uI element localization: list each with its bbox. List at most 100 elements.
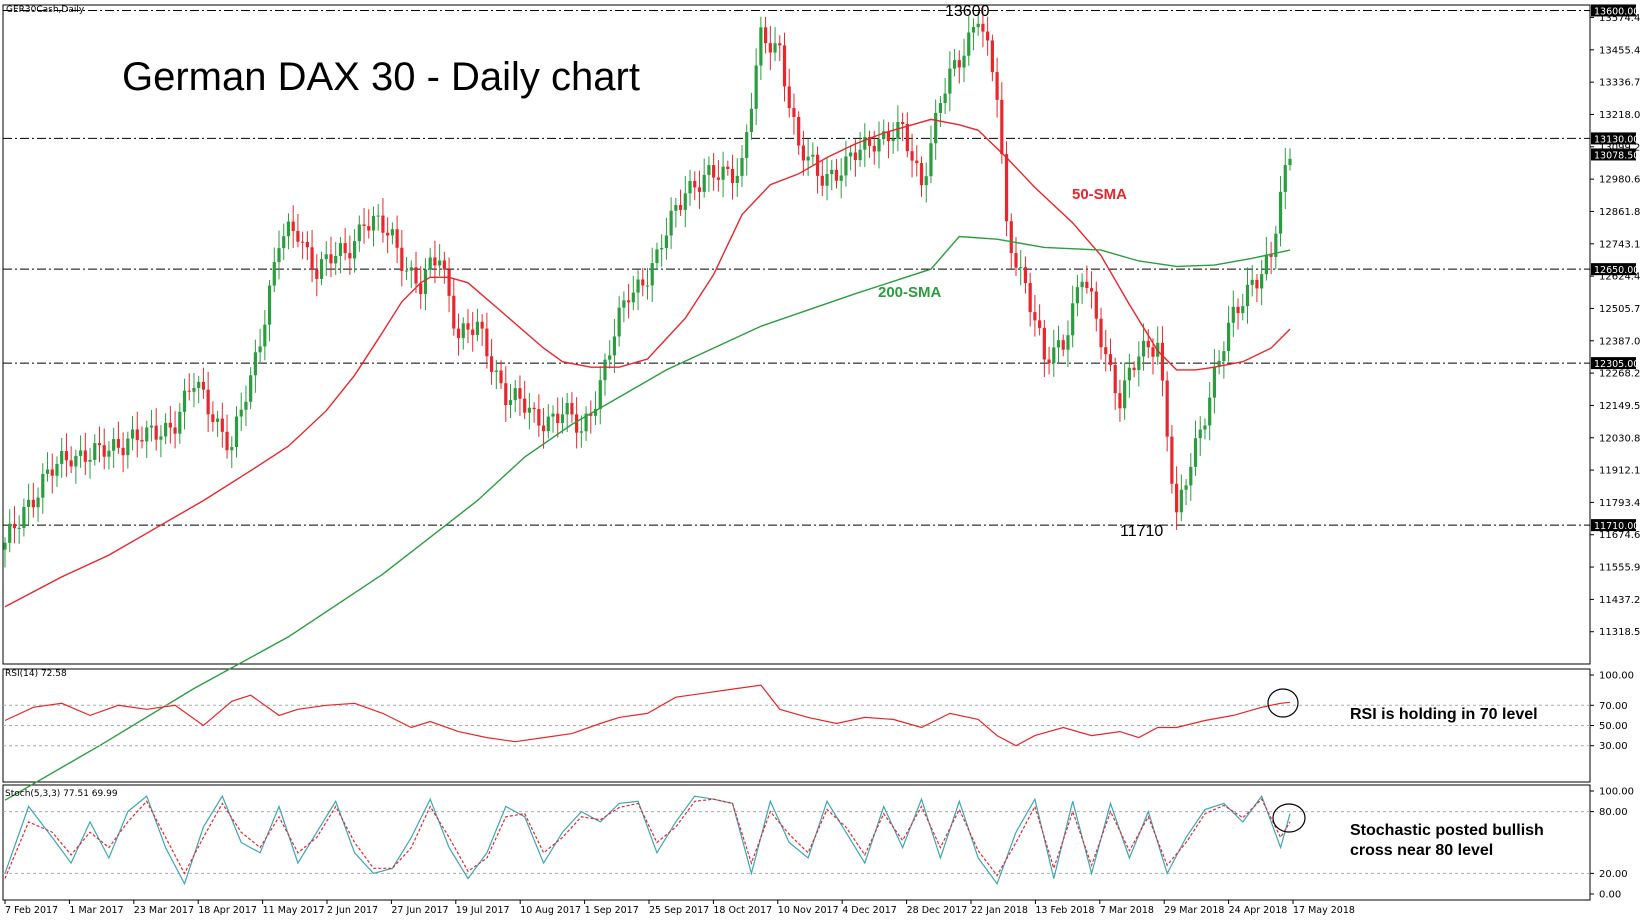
date-tick-label: 10 Aug 2017 (520, 905, 581, 916)
level-label-box (1591, 263, 1636, 276)
candle-down (886, 131, 891, 142)
price-tick-label: 12743.16 (1599, 239, 1640, 250)
candle-up (1250, 279, 1254, 285)
stoch-line-k (4, 794, 1291, 886)
candle-down (447, 269, 451, 296)
date-tick-label: 17 May 2018 (1293, 905, 1355, 916)
candle-down (678, 205, 683, 210)
candle-up (1217, 360, 1221, 367)
rsi-tick-label: 100.00 (1599, 671, 1634, 682)
price-tick-label: 12624.44 (1599, 272, 1640, 283)
candle-down (395, 229, 399, 248)
candle-down (1033, 312, 1037, 321)
candle-up (249, 375, 253, 402)
candle-up (22, 506, 26, 528)
candle-up (1127, 367, 1131, 381)
candle-up (1278, 191, 1283, 234)
candle-down (1108, 354, 1113, 365)
candle-down (782, 45, 787, 87)
price-tick-label: 11674.68 (1599, 530, 1640, 541)
candle-up (390, 229, 394, 236)
candle-down (712, 165, 716, 178)
candle-up (41, 473, 45, 498)
candle-up (324, 254, 328, 260)
candle-up (1179, 489, 1183, 513)
candle-down (485, 328, 489, 357)
candle-down (541, 425, 546, 432)
candle-down (471, 329, 475, 335)
candle-down (1236, 306, 1240, 314)
candle-down (867, 137, 872, 146)
candle-down (820, 175, 824, 186)
candle-up (811, 154, 815, 157)
candle-up (277, 248, 281, 263)
candle-down (225, 431, 229, 451)
candle-up (253, 352, 257, 376)
candles (3, 6, 1292, 568)
candle-down (764, 27, 768, 44)
candle-down (1047, 359, 1051, 364)
candle-up (688, 180, 692, 194)
candle-down (348, 253, 352, 259)
price-tick-label: 13336.76 (1599, 78, 1640, 89)
candle-down (575, 414, 579, 433)
candle-up (1231, 306, 1235, 323)
candle-up (371, 215, 376, 231)
candle-up (197, 381, 201, 389)
candle-down (901, 122, 905, 124)
price-tick-label: 11912.12 (1599, 466, 1640, 477)
candle-up (929, 143, 933, 177)
candle-down (168, 422, 172, 428)
candle-down (329, 254, 333, 264)
candle-down (1146, 340, 1150, 348)
candle-down (990, 40, 994, 73)
candle-up (1071, 303, 1075, 336)
candle-up (145, 427, 149, 442)
candle-down (1085, 281, 1089, 289)
candle-up (735, 175, 739, 183)
candle-up (338, 243, 343, 256)
candle-down (362, 224, 366, 227)
candle-up (891, 138, 895, 142)
candle-up (27, 499, 31, 507)
candle-down (1009, 221, 1013, 254)
candle-up (952, 60, 957, 69)
candle-down (305, 242, 309, 248)
candle-down (64, 450, 69, 461)
candle-up (579, 431, 583, 433)
candle-up (745, 132, 749, 159)
current-price-label: 13078.50 (1594, 150, 1639, 161)
price-tick-label: 11555.96 (1599, 563, 1640, 574)
candle-down (489, 356, 494, 372)
candle-down (919, 163, 924, 186)
candle-down (1000, 99, 1004, 155)
candle-down (792, 108, 796, 118)
symbol-label: GER30Cash,Daily (6, 5, 85, 15)
candle-up (244, 401, 248, 410)
candle-down (1014, 253, 1018, 268)
stoch-annotation-line2: cross near 80 level (1350, 842, 1494, 859)
candle-up (584, 413, 588, 432)
stoch-tick-label: 0.00 (1599, 890, 1621, 901)
candle-down (1269, 254, 1273, 257)
candle-up (1137, 356, 1141, 371)
candle-down (456, 328, 461, 339)
candle-up (192, 388, 196, 392)
stoch-line-d (4, 798, 1291, 879)
candle-up (655, 249, 659, 264)
candle-down (480, 321, 484, 329)
price-tick-label: 12268.28 (1599, 369, 1640, 380)
price-tick-label: 11793.40 (1599, 498, 1640, 509)
candle-up (438, 260, 442, 266)
candle-up (527, 407, 531, 413)
candle-up (258, 346, 262, 353)
price-tick-label: 13099.21 (1599, 142, 1640, 153)
candle-up (608, 355, 612, 360)
candle-up (357, 224, 361, 242)
candle-down (69, 460, 73, 467)
candle-down (381, 215, 385, 233)
rsi-annotation: RSI is holding in 70 level (1350, 706, 1538, 723)
candle-up (863, 137, 867, 150)
candle-up (603, 359, 607, 381)
candle-up (74, 455, 78, 467)
